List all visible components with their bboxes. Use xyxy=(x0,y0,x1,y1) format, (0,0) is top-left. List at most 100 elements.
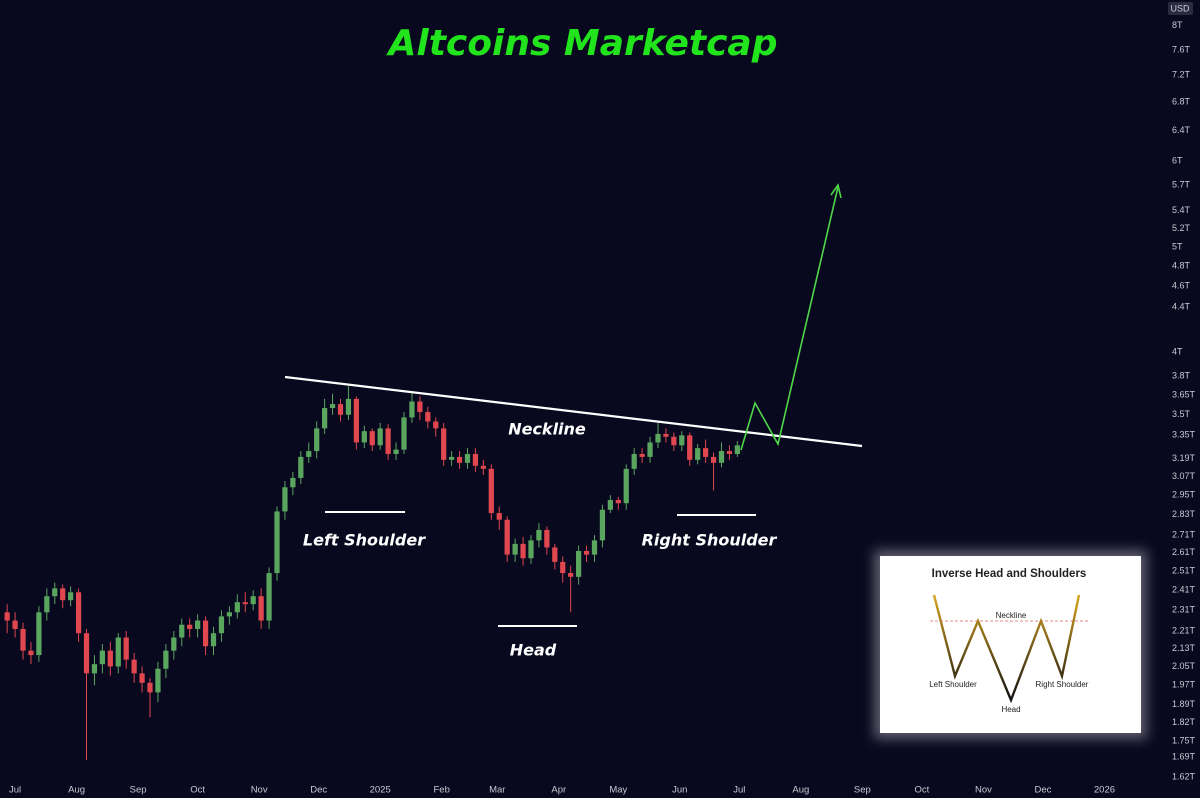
candle-body xyxy=(44,596,50,613)
candle-body xyxy=(91,664,98,674)
y-tick-label: 2.21T xyxy=(1172,625,1196,635)
inset-panel xyxy=(880,556,1141,733)
candle-body xyxy=(28,650,34,656)
candle-body xyxy=(242,602,248,605)
candle-body xyxy=(171,637,177,651)
candle-body xyxy=(298,456,304,478)
inset-label: Neckline xyxy=(996,611,1027,620)
y-tick-label: 1.75T xyxy=(1172,735,1196,745)
candle-body xyxy=(552,547,558,562)
candle-body xyxy=(210,633,217,647)
candle-body xyxy=(639,453,645,457)
inset-pattern xyxy=(932,594,1081,704)
x-tick-label: Feb xyxy=(434,785,450,796)
candle-body xyxy=(282,487,288,512)
y-tick-label: 1.82T xyxy=(1172,717,1196,727)
candle-body xyxy=(250,596,256,605)
x-tick-label: Dec xyxy=(310,785,327,796)
annotation: Left Shoulder xyxy=(303,531,426,550)
x-tick-label: Aug xyxy=(68,785,85,796)
candle-body xyxy=(702,448,709,457)
x-tick-label: Jul xyxy=(733,785,745,796)
x-tick-label: Aug xyxy=(792,785,809,796)
candle-body xyxy=(20,628,26,651)
candle-body xyxy=(647,442,653,457)
candle-body xyxy=(401,417,407,450)
candle-body xyxy=(75,592,82,634)
y-tick-label: 6.8T xyxy=(1172,97,1191,107)
y-tick-label: 7.2T xyxy=(1172,70,1191,80)
candle-body xyxy=(369,431,375,446)
candle-body xyxy=(52,588,58,597)
y-tick-label: 6.4T xyxy=(1172,125,1191,135)
y-tick-label: 3.8T xyxy=(1172,370,1191,380)
candle-body xyxy=(472,453,479,466)
currency-badge xyxy=(1168,2,1193,15)
y-tick-label: 7.6T xyxy=(1172,44,1191,54)
x-tick-label: Mar xyxy=(489,785,505,796)
axes: 8T 7.6T 7.2T 6.8T 6.4T 6T 5.7T 5.4T 5.2T 5T 4.8T 4.… xyxy=(9,20,1196,795)
y-tick-label: 1.89T xyxy=(1172,699,1196,709)
candle-body xyxy=(147,682,153,693)
candle-body xyxy=(393,449,399,454)
y-tick-label: 5.7T xyxy=(1172,180,1191,190)
candle-body xyxy=(560,561,566,574)
y-tick-label: 6T xyxy=(1172,155,1183,165)
inset-label: Head xyxy=(1001,705,1020,714)
candle-body xyxy=(417,401,423,413)
candle-body xyxy=(60,588,66,601)
candle-body xyxy=(68,592,74,601)
candle-body xyxy=(274,511,280,574)
y-tick-label: 4.8T xyxy=(1172,260,1191,270)
y-tick-label: 4T xyxy=(1172,346,1183,356)
candle-body xyxy=(655,433,661,443)
candle-body xyxy=(266,573,272,621)
x-tick-label: Jun xyxy=(672,785,687,796)
candle-body xyxy=(449,456,455,460)
candle-body xyxy=(734,445,740,454)
y-tick-label: 2.05T xyxy=(1172,661,1196,671)
y-tick-label: 5.2T xyxy=(1172,223,1191,233)
x-tick-label: Nov xyxy=(251,785,268,796)
inset-title: Inverse Head and Shoulders xyxy=(932,568,1087,580)
y-tick-label: 1.62T xyxy=(1172,772,1196,782)
candle-body xyxy=(695,448,701,460)
y-tick-label: 3.35T xyxy=(1172,430,1196,440)
x-tick-label: Jul xyxy=(9,785,21,796)
candle-body xyxy=(488,468,494,514)
candle-body xyxy=(337,404,344,415)
candle-body xyxy=(195,620,201,629)
candle-body xyxy=(361,431,367,443)
y-tick-label: 2.95T xyxy=(1172,490,1196,500)
y-tick-label: 4.4T xyxy=(1172,301,1191,311)
candle-body xyxy=(631,453,637,469)
y-tick-label: 8T xyxy=(1172,20,1183,30)
candle-body xyxy=(202,620,209,647)
y-tick-label: 3.65T xyxy=(1172,389,1196,399)
x-tick-label: Oct xyxy=(190,785,205,796)
candle-body xyxy=(591,540,598,555)
inset-label: Right Shoulder xyxy=(1036,680,1089,689)
candle-body xyxy=(218,616,225,634)
candle-body xyxy=(12,620,18,629)
projection-arrow xyxy=(740,186,839,451)
candle-body xyxy=(496,513,502,520)
x-tick-label: 2026 xyxy=(1094,785,1115,796)
candle-body xyxy=(599,509,606,541)
chart-title: Altcoins Marketcap xyxy=(386,23,778,64)
x-tick-label: Sep xyxy=(854,785,871,796)
candle-body xyxy=(187,624,193,629)
candle-body xyxy=(353,398,359,443)
candle-body xyxy=(433,421,439,429)
candle-body xyxy=(528,540,534,559)
candle-body xyxy=(687,435,693,460)
x-tick-label: Sep xyxy=(130,785,147,796)
candle-body xyxy=(179,624,185,638)
candle-body xyxy=(83,633,90,674)
candle-body xyxy=(123,637,129,660)
y-tick-label: 2.31T xyxy=(1172,605,1196,615)
candle-body xyxy=(322,408,328,429)
y-tick-label: 2.41T xyxy=(1172,585,1196,595)
candle-body xyxy=(456,456,463,463)
candle-body xyxy=(131,659,137,674)
